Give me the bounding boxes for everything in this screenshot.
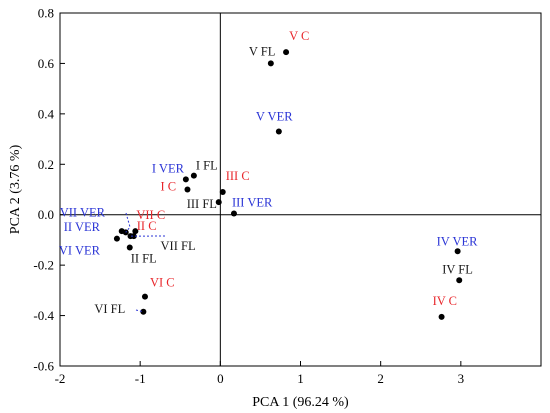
y-tick-label: 0.2 <box>38 157 54 172</box>
y-axis-title: PCA 2 (3.76 %) <box>8 144 23 234</box>
axes: -2 -1 0 1 2 3 -0.6 -0.4 -0.2 0.0 0.2 0.4 0.6 0.8 <box>33 6 542 386</box>
y-tick-label: 0.6 <box>38 56 55 71</box>
data-point <box>267 60 274 67</box>
x-tick-label: 1 <box>297 371 304 386</box>
y-tick-label: 0.4 <box>38 106 55 121</box>
data-points <box>113 49 463 320</box>
point-label: II VER <box>64 220 101 234</box>
point-label: III FL <box>187 197 217 211</box>
data-point <box>275 128 282 135</box>
point-label: VII C <box>136 208 165 222</box>
y-tick-label: 0.8 <box>38 6 54 21</box>
x-tick-label: -1 <box>135 371 146 386</box>
plot-frame <box>59 12 542 367</box>
point-label: VI FL <box>94 302 125 316</box>
point-label: VII VER <box>60 205 106 219</box>
point-label: VI VER <box>59 244 101 258</box>
data-point <box>127 233 134 240</box>
data-point <box>283 49 290 56</box>
leader-lines <box>125 212 166 313</box>
data-point <box>132 228 139 235</box>
point-label: V FL <box>249 44 276 58</box>
x-tick-label: -2 <box>55 371 66 386</box>
data-point <box>438 313 445 320</box>
data-point <box>113 235 120 242</box>
point-label: I FL <box>196 159 218 173</box>
point-label: III C <box>226 169 250 183</box>
point-label: I VER <box>152 161 185 175</box>
point-label: III VER <box>232 195 273 209</box>
y-tick-label: -0.6 <box>33 359 54 374</box>
x-tick-label: 2 <box>377 371 384 386</box>
x-tick-label: 3 <box>458 371 465 386</box>
data-point <box>140 308 147 315</box>
data-point <box>219 189 226 196</box>
data-point <box>454 248 461 255</box>
point-label: II C <box>137 219 157 233</box>
point-label: I C <box>160 180 176 194</box>
point-label: IV FL <box>442 262 473 276</box>
point-label: V VER <box>256 110 293 124</box>
data-point <box>190 172 197 179</box>
y-tick-label: -0.2 <box>33 258 54 273</box>
point-label: II FL <box>131 251 157 265</box>
point-label: VII FL <box>161 239 196 253</box>
data-point <box>126 244 133 251</box>
point-label: V C <box>289 29 309 43</box>
data-point <box>141 293 148 300</box>
x-axis-title: PCA 1 (96.24 %) <box>252 395 349 410</box>
y-tick-label: 0.0 <box>38 207 54 222</box>
point-label: IV VER <box>437 234 479 248</box>
data-point <box>456 277 463 284</box>
point-labels: V FL V C V VER I VER I FL I C III C III FL III V… <box>59 29 478 316</box>
point-label: VI C <box>150 276 175 290</box>
data-point <box>184 186 191 193</box>
leader-line <box>125 212 131 233</box>
point-label: IV C <box>433 294 457 308</box>
y-tick-label: -0.4 <box>33 308 54 323</box>
x-tick-label: 0 <box>217 371 224 386</box>
data-point <box>118 228 125 235</box>
data-point <box>182 176 189 183</box>
leader-line <box>135 309 144 313</box>
data-point <box>230 210 237 217</box>
data-point <box>215 199 222 206</box>
